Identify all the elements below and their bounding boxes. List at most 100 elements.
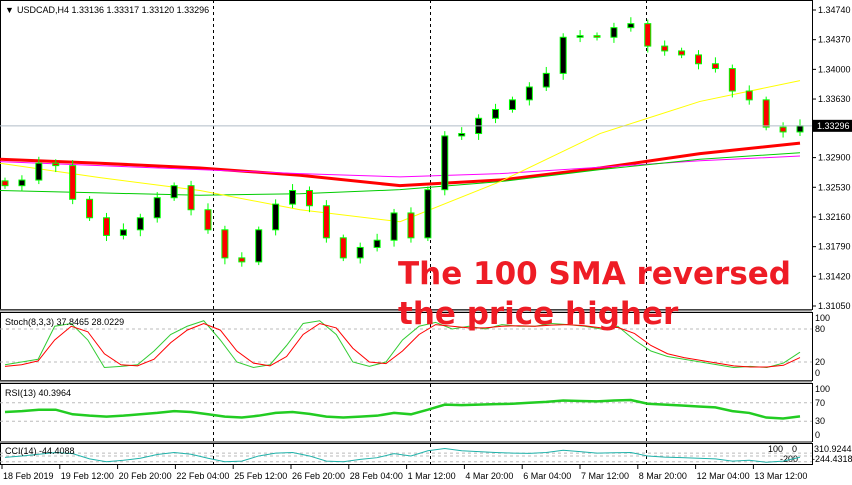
bear-candle [339,237,347,259]
time-tick-label: 20 Feb 20:00 [119,471,172,481]
time-tick-label: 8 Mar 20:00 [639,471,687,481]
annotation-line-2: the price higher [398,296,679,332]
bull-candle [373,239,381,248]
bear-candle [762,99,770,128]
rsi-level-label: 100 [815,384,830,394]
bear-candle [779,126,787,133]
panel-frames [0,0,813,465]
bull-candle [119,229,127,236]
bull-candle [610,27,618,38]
price-tick-label: 1.32900 [818,153,851,163]
bear-candle [661,45,669,52]
bear-candle [407,212,415,239]
time-tick-label: 28 Feb 04:00 [350,471,403,481]
time-axis: 18 Feb 2019 19 Feb 12:00 20 Feb 20:00 22 Fe… [1,465,807,481]
bull-candle [627,23,635,29]
cci-title: CCI(14) -44.4088 [5,446,75,456]
bull-candle [492,108,500,119]
time-tick-label: 1 Mar 12:00 [408,471,456,481]
ma-line-2 [0,152,801,196]
time-tick-label: 13 Mar 12:00 [754,471,807,481]
rsi-line-0 [4,398,801,420]
rsi-title: RSI(13) 40.3964 [5,388,71,398]
annotation-line-1: The 100 SMA reversed [398,256,791,292]
bull-candle [559,36,567,74]
cci-level-label: -244.4318 [812,454,852,464]
stoch-line-1 [4,322,801,368]
cci-level-label: 310.9244 [814,444,852,454]
bear-candle [745,90,753,101]
bear-candle [69,165,77,200]
bull-candle [272,203,280,231]
price-tick-label: 1.32530 [818,182,851,192]
rsi-panel [0,383,813,442]
price-tick-label: 1.31420 [818,271,851,281]
bear-candle [728,68,736,92]
price-axis: 1.34740 1.34370 1.34000 1.33630 1.32900 1.325… [0,5,852,311]
bull-candle [390,212,398,241]
ma-line-1 [0,155,801,178]
cci-level-label: 0 [792,444,797,454]
bear-candle [102,217,110,236]
bear-candle [238,257,246,263]
bear-candle [52,162,60,167]
symbol-dropdown-icon[interactable]: ▼ [5,5,14,15]
time-tick-label: 6 Mar 04:00 [523,471,571,481]
stoch-level-label: 80 [815,324,825,334]
stoch-level-label: 20 [815,357,825,367]
cci-line-0 [4,447,801,463]
bear-candle [678,50,686,56]
ma-line-3 [0,80,801,223]
bull-candle [576,35,584,38]
price-tick-label: 1.34000 [818,64,851,74]
price-tick-label: 1.34740 [818,5,851,15]
time-tick-label: 7 Mar 12:00 [581,471,629,481]
bear-candle [187,185,195,211]
price-tick-label: 1.34370 [818,35,851,45]
bear-candle [695,54,703,65]
bear-candle [644,23,652,47]
rsi-level-label: 70 [815,398,825,408]
price-tick-label: 1.32160 [818,212,851,222]
rsi-level-label: 0 [815,430,820,440]
time-tick-label: 19 Feb 12:00 [61,471,114,481]
price-tick-label: 1.31790 [818,242,851,252]
stoch-title: Stoch(8,3,3) 37.8465 28.0229 [5,317,124,327]
rsi-level-label: 30 [815,416,825,426]
bull-candle [170,185,178,199]
bull-candle [542,72,550,88]
price-tick-label: 1.33630 [818,94,851,104]
bull-candle [255,229,263,263]
bull-candle [289,189,297,205]
bull-candle [18,179,26,187]
ma-line-0 [0,141,801,188]
bull-candle [136,217,144,231]
stoch-level-label: 0 [815,368,820,378]
bull-candle [441,135,449,191]
current-price-box [813,119,852,132]
bear-candle [221,229,229,259]
time-tick-label: 22 Feb 04:00 [176,471,229,481]
stoch-level-label: 100 [815,313,830,323]
bull-candle [508,99,516,110]
bull-candle [458,133,466,137]
cci-level-label: 100 [768,444,783,454]
bull-candle [153,197,161,219]
bear-candle [305,189,313,207]
bull-candle [525,86,533,101]
cci-level-label: -200 [780,454,798,464]
time-tick-label: 18 Feb 2019 [3,471,54,481]
time-tick-label: 4 Mar 20:00 [465,471,513,481]
bull-candle [796,125,804,133]
bear-candle [711,63,719,70]
bear-candle [1,180,9,187]
moving-averages [0,80,801,223]
symbol-info: USDCAD,H4 1.33136 1.33317 1.33120 1.3329… [17,5,209,15]
bull-candle [424,189,432,239]
price-tick-label: 1.31050 [818,301,851,311]
bear-candle [204,209,212,231]
time-tick-label: 12 Mar 04:00 [697,471,750,481]
current-price-label: 1.33296 [817,121,850,131]
